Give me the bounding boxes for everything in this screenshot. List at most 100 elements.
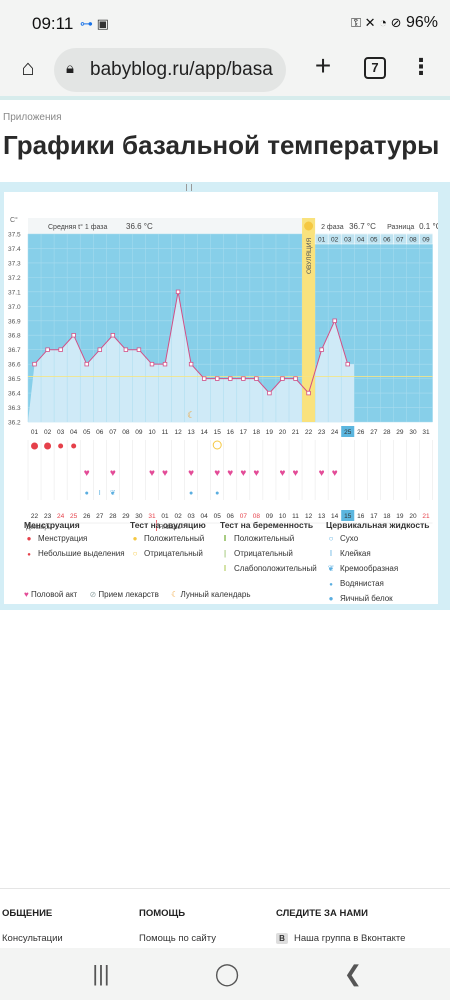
ovulation-sun-icon: [304, 221, 314, 231]
cervical-fluid-icon: ●: [215, 490, 219, 497]
temperature-point: [149, 361, 155, 367]
new-tab-button[interactable]: +: [314, 50, 332, 81]
bbt-chart: Средняя t° 1 фаза 36.6 °C 2 фаза 36.7 °C Раз…: [4, 192, 438, 604]
temperature-point: [58, 347, 63, 352]
address-bar[interactable]: 🔒︎ babyblog.ru/app/basa: [54, 48, 286, 92]
menstruation-drop-icon: [71, 443, 77, 449]
calendar-date-label: 17: [370, 513, 378, 520]
egg-white-icon: ●: [328, 594, 334, 603]
phase2-day-label: 07: [396, 237, 404, 244]
temperature-point: [345, 361, 350, 367]
calendar-date-label: 24: [57, 513, 65, 520]
calendar-date-label: 25: [70, 513, 78, 520]
y-tick-label: 37.1: [8, 289, 21, 296]
cycle-day-label: 09: [135, 429, 143, 436]
cervical-fluid-icon: I: [99, 490, 101, 497]
cycle-day-label: 08: [122, 429, 130, 436]
footer-heading: СЛЕДИТЕ ЗА НАМИ: [276, 908, 368, 919]
phase2-day-label: 04: [357, 237, 365, 244]
temperature-point: [110, 333, 116, 338]
temperature-point: [228, 376, 233, 381]
cycle-day-label: 11: [162, 429, 169, 436]
back-icon[interactable]: ❮: [343, 961, 363, 986]
url-text: babyblog.ru/app/basa: [90, 59, 273, 80]
home-circle-icon[interactable]: ◯: [214, 961, 240, 986]
legend-cervical-title: Цервикальная жидкость: [326, 520, 430, 530]
phase2-day-label: 08: [409, 237, 417, 244]
legend-item: Кремообразная: [340, 564, 399, 573]
y-tick-label: 37.4: [8, 246, 21, 253]
calendar-date-label: 15: [344, 513, 352, 520]
breadcrumb[interactable]: Приложения: [3, 112, 62, 123]
legend-item: Водянистая: [340, 579, 384, 588]
footer-link-consultations[interactable]: Консультации: [2, 933, 63, 944]
temperature-point: [71, 333, 76, 338]
drag-handle[interactable]: [186, 184, 192, 191]
legend-menstruation: Менструация ● Менструация ● Небольшие выде…: [24, 520, 125, 563]
temperature-point: [162, 361, 168, 367]
image-icon: ▣: [96, 16, 109, 31]
tab-switcher-button[interactable]: 7: [364, 57, 386, 79]
month-label-january: Январь: [159, 524, 182, 531]
month-label-december: Декабрь: [26, 523, 52, 531]
phase2-day-label: 02: [331, 237, 339, 244]
phase2-value: 36.7 °C: [349, 222, 376, 231]
cycle-day-label: 31: [422, 429, 430, 436]
phase2-day-label: 05: [370, 237, 378, 244]
footer-link-vk[interactable]: В Наша группа в Вконтакте: [276, 933, 405, 944]
recent-apps-icon[interactable]: |||: [92, 961, 110, 986]
calendar-date-label: 11: [292, 513, 299, 520]
calendar-date-label: 23: [44, 513, 52, 520]
legend-item: Отрицательный: [144, 549, 203, 558]
legend-item: Половой акт: [30, 590, 78, 599]
legend-item: Сухо: [340, 534, 359, 543]
calendar-date-label: 21: [422, 513, 430, 520]
more-menu-icon[interactable]: ⋮: [410, 54, 432, 79]
calendar-date-label: 26: [83, 513, 91, 520]
calendar-date-label: 13: [318, 513, 326, 520]
temperature-point: [293, 376, 298, 381]
calendar-date-label: 10: [279, 513, 287, 520]
cycle-day-label: 29: [396, 429, 404, 436]
cycle-day-label: 10: [148, 429, 156, 436]
legend-menstruation-title: Менструация: [24, 520, 80, 530]
footer-heading: ПОМОЩЬ: [139, 908, 186, 919]
heart-icon: ♥: [240, 468, 246, 479]
y-tick-label: 36.9: [8, 318, 21, 325]
heart-icon: ♥: [110, 468, 116, 479]
legend-item: Отрицательный: [234, 549, 293, 558]
y-tick-label: 36.4: [8, 391, 21, 398]
temperature-point: [241, 376, 246, 381]
pill-icon: ⊘: [89, 590, 97, 599]
cycle-day-label: 16: [227, 429, 235, 436]
legend-pregnancy-test: Тест на беременность ‖ Положительный | Отр…: [220, 520, 317, 578]
heart-icon: ♥: [319, 468, 325, 479]
cervical-fluid-icon: ●: [85, 490, 89, 497]
footer-link-help[interactable]: Помощь по сайту: [139, 933, 216, 944]
browser-toolbar: ⌂ 🔒︎ babyblog.ru/app/basa + 7 ⋮: [0, 44, 450, 96]
legend-bottom-row: ♥ Половой акт ⊘ Прием лекарств ☾ Лунный …: [24, 590, 261, 599]
temperature-point: [215, 376, 220, 381]
cycle-day-label: 14: [201, 429, 209, 436]
cycle-day-label: 06: [96, 429, 104, 436]
temperature-point: [123, 347, 129, 352]
phase1-label: Средняя t° 1 фаза: [48, 223, 107, 231]
cycle-day-label: 21: [292, 429, 300, 436]
temperature-point: [332, 318, 337, 323]
footer-col-communication: ОБЩЕНИЕ Консультации: [2, 908, 63, 944]
y-tick-label: 36.3: [8, 405, 21, 412]
calendar-date-label: 22: [31, 513, 39, 520]
page-divider: [0, 96, 450, 100]
sticky-icon: I: [329, 549, 333, 558]
home-icon[interactable]: ⌂: [21, 55, 35, 80]
y-tick-label: 36.5: [8, 376, 21, 383]
legend-pregnancy-title: Тест на беременность: [220, 520, 314, 530]
footer-divider: [0, 888, 450, 889]
temperature-point: [254, 376, 259, 381]
cycle-day-label: 23: [318, 429, 326, 436]
dry-icon: ○: [328, 534, 334, 543]
two-lines-icon: ‖: [223, 534, 227, 543]
calendar-date-label: 16: [357, 513, 365, 520]
legend-item: Менструация: [38, 534, 88, 543]
phase2-day-label: 03: [344, 237, 352, 244]
